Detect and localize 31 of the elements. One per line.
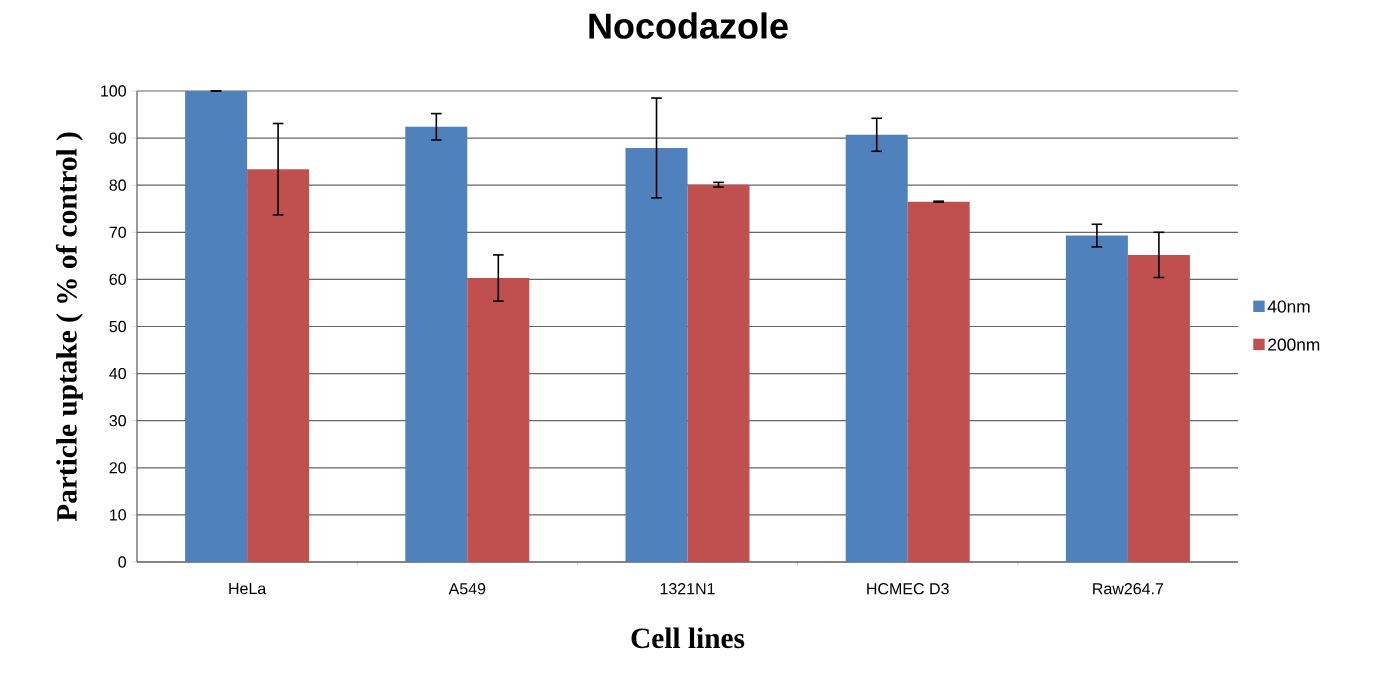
y-tick-label: 90 bbox=[109, 132, 126, 144]
x-tick-label: HeLa bbox=[229, 583, 267, 595]
legend-label: 40nm bbox=[1267, 300, 1310, 313]
x-tick-label: Raw264.7 bbox=[1093, 583, 1164, 595]
bar bbox=[247, 169, 310, 562]
y-tick-label: 70 bbox=[109, 226, 126, 238]
y-tick-label: 40 bbox=[109, 367, 126, 380]
chart-title: Nocodazole bbox=[589, 12, 788, 39]
y-tick-label: 50 bbox=[109, 320, 126, 333]
y-tick-label: 0 bbox=[118, 556, 126, 568]
bar bbox=[405, 126, 468, 562]
x-tick-label: 1321N1 bbox=[660, 583, 715, 595]
y-tick-label: 60 bbox=[109, 273, 126, 286]
y-tick-label: 80 bbox=[109, 179, 126, 191]
bar bbox=[467, 277, 530, 562]
bar bbox=[845, 134, 908, 562]
bar bbox=[907, 201, 970, 562]
y-axis-title: Particle uptake ( % of control ) bbox=[55, 132, 83, 522]
x-tick-label: HCMEC D3 bbox=[867, 583, 949, 595]
bar bbox=[625, 147, 688, 562]
y-tick-label: 20 bbox=[109, 462, 126, 474]
y-tick-label: 100 bbox=[101, 85, 126, 97]
bar bbox=[185, 90, 248, 562]
bar bbox=[1065, 235, 1128, 562]
x-axis-title: Cell lines bbox=[631, 627, 745, 649]
y-tick-label: 30 bbox=[109, 415, 126, 427]
y-tick-label: 10 bbox=[110, 509, 126, 521]
bar bbox=[687, 184, 750, 562]
x-tick-label: A549 bbox=[448, 583, 486, 595]
bar bbox=[1127, 254, 1190, 562]
legend-label: 200nm bbox=[1268, 338, 1320, 351]
